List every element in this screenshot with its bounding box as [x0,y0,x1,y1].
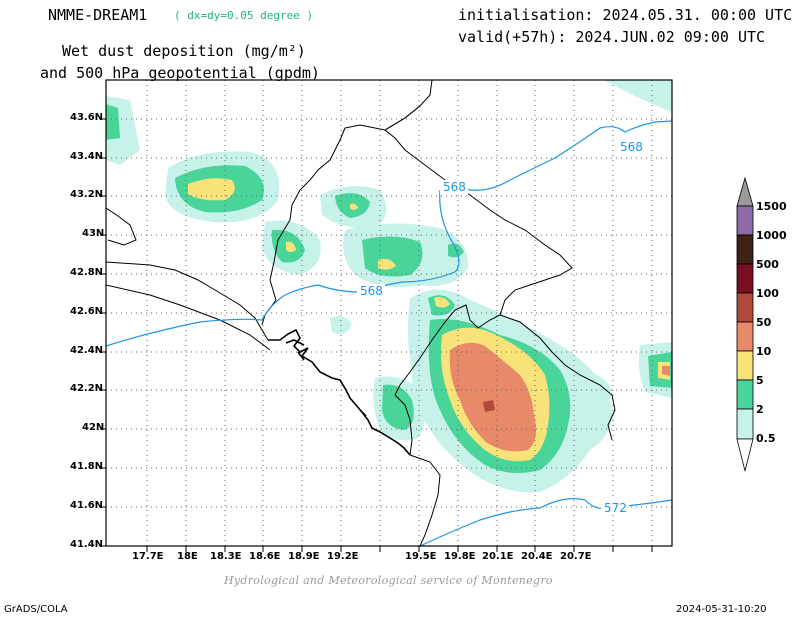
border-line [106,207,137,246]
lon-label: 18.6E [249,551,281,562]
title-line-2: and 500 hPa geopotential (gpdm) [40,64,320,82]
label-bg [601,500,629,514]
colorbar-swatch [736,292,754,323]
colorbar-label: 2 [756,403,764,416]
lat-label: 41.8N [70,461,104,472]
valid-time: valid(+57h): 2024.JUN.02 09:00 UTC [458,28,766,46]
label-bg [357,284,385,298]
service-credit: Hydrological and Meteorological service … [224,574,553,587]
map-frame [105,79,673,547]
colorbar-label: 1500 [756,200,787,213]
lon-label: 20.1E [482,551,514,562]
contour-label: 568 [443,180,466,194]
lon-label: 19.2E [327,551,359,562]
lon-label: 19.8E [444,551,476,562]
init-time: initialisation: 2024.05.31. 00:00 UTC [458,6,793,24]
label-bg [617,139,645,153]
label-bg [440,180,468,194]
deposition-10-layer [449,342,670,452]
lon-label: 18E [177,551,198,562]
lat-label: 43.6N [70,112,104,123]
field-blob [378,258,396,270]
border-line [261,127,346,326]
title-line-1: Wet dust deposition (mg/m²) [62,42,306,60]
grid-lines [106,80,672,546]
map-area: 568 568 568 572 [106,80,672,546]
lat-label: 43N [82,228,105,239]
lat-label: 42.6N [70,306,104,317]
field-blob [106,104,120,140]
lat-label: 42.2N [70,383,104,394]
contour-label: 572 [604,501,627,515]
colorbar-label: 1000 [756,229,787,242]
colorbar-swatch [736,263,754,294]
contour-568-west [106,318,263,347]
colorbar-top-triangle [736,176,754,207]
field-blob [382,384,414,430]
deposition-0.5-layer [106,80,672,493]
field-blob [434,296,450,308]
colorbar-label: 10 [756,345,772,358]
deposition-50-layer [483,400,495,412]
colorbar-label: 100 [756,287,779,300]
lat-label: 42.4N [70,345,104,356]
lat-label: 41.4N [70,539,104,550]
border-line [409,454,441,546]
lat-label: 43.2N [70,189,104,200]
resolution-label: ( dx=dy=0.05 degree ) [174,9,314,22]
lon-label: 20.4E [521,551,553,562]
field-blob [604,80,672,112]
field-blob [188,178,235,201]
lat-label: 43.4N [70,151,104,162]
contour-label: 568 [360,284,383,298]
lon-label: 17.7E [132,551,164,562]
colorbar-label: 0.5 [756,432,776,445]
colorbar-label: 5 [756,374,764,387]
contour-568-north [447,120,672,191]
lat-label: 41.6N [70,500,104,511]
colorbar-swatch [736,350,754,381]
lon-label: 19.5E [405,551,437,562]
coastline [268,328,411,456]
colorbar-swatch [736,408,754,440]
axis-ticks [100,118,653,552]
country-borders [106,80,616,546]
software-credit: GrADS/COLA [4,604,68,615]
border-line [106,284,271,351]
field-blob [286,241,296,252]
colorbar-swatch [736,321,754,352]
field-blob [350,203,358,210]
colorbar-label: 500 [756,258,779,271]
lat-label: 42.8N [70,267,104,278]
field-blob [590,372,612,404]
field-blob [449,342,536,452]
colorbar-swatch [736,234,754,265]
field-blob [362,236,423,277]
colorbar [736,176,754,472]
contour-label: 568 [620,140,643,154]
lat-label: 42N [82,422,105,433]
border-line [106,261,269,341]
colorbar-swatch [736,379,754,410]
lon-label: 20.7E [560,551,592,562]
field-blob [662,366,670,376]
field-blob [483,400,495,412]
model-name: NMME-DREAM1 [48,6,148,24]
colorbar-label: 50 [756,316,772,329]
render-timestamp: 2024-05-31-10:20 [676,604,767,615]
lon-label: 18.9E [288,551,320,562]
border-line [499,314,616,441]
colorbar-swatches [736,176,754,472]
border-line [384,105,573,456]
lon-label: 18.3E [210,551,242,562]
colorbar-bottom-triangle [736,438,754,472]
colorbar-swatch [736,205,754,236]
contour-labels: 568 568 568 572 [357,139,645,515]
